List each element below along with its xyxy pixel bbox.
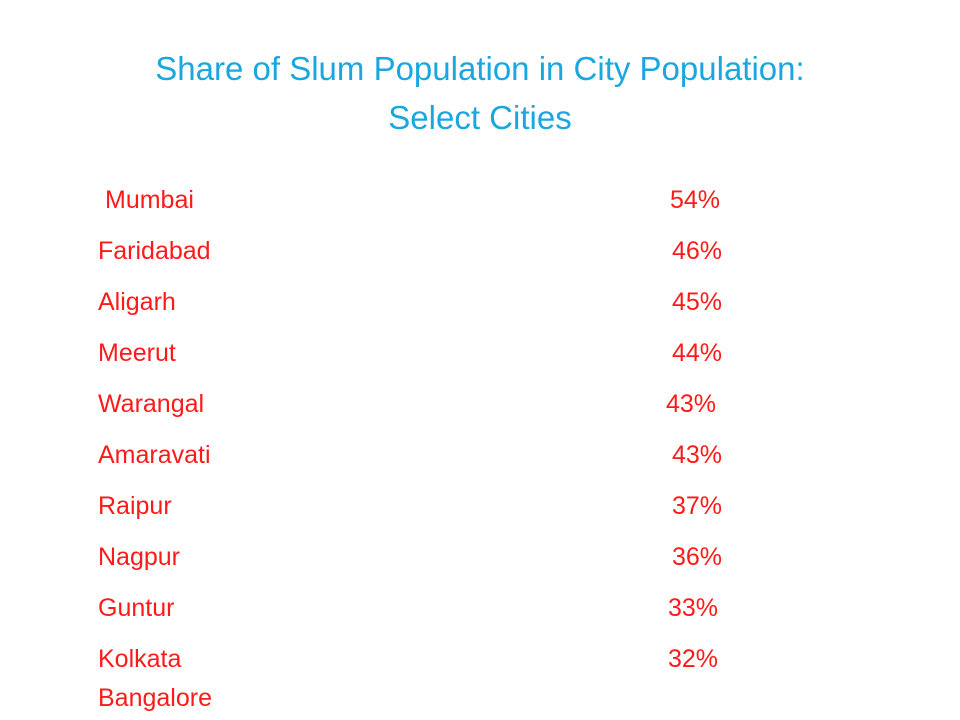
slum-share-value: 37% <box>672 492 723 520</box>
slum-share-value: 32% <box>668 645 719 673</box>
city-name: Nagpur <box>98 543 180 571</box>
city-name: Kolkata <box>98 645 182 673</box>
slide-title-line-1: Share of Slum Population in City Populat… <box>155 50 805 87</box>
city-name: Meerut <box>98 339 176 367</box>
slum-share-value: 36% <box>672 543 723 571</box>
slum-share-value: 43% <box>672 441 723 469</box>
slum-share-value: 44% <box>672 339 723 367</box>
city-name: Bangalore <box>98 684 212 712</box>
city-name: Warangal <box>98 390 205 418</box>
slum-share-value: 54% <box>670 186 721 214</box>
city-name: Mumbai <box>105 186 194 214</box>
slide-title: Share of Slum Population in City Populat… <box>0 44 960 142</box>
city-name: Faridabad <box>98 237 211 265</box>
city-name: Amaravati <box>98 441 211 469</box>
slum-share-value: 33% <box>668 594 719 622</box>
city-name: Raipur <box>98 492 172 520</box>
slum-share-value: 43% <box>666 390 717 418</box>
slide-title-line-2: Select Cities <box>388 99 572 136</box>
slum-share-value: 45% <box>672 288 723 316</box>
city-name: Aligarh <box>98 288 176 316</box>
city-name: Guntur <box>98 594 175 622</box>
slum-share-value: 46% <box>672 237 723 265</box>
